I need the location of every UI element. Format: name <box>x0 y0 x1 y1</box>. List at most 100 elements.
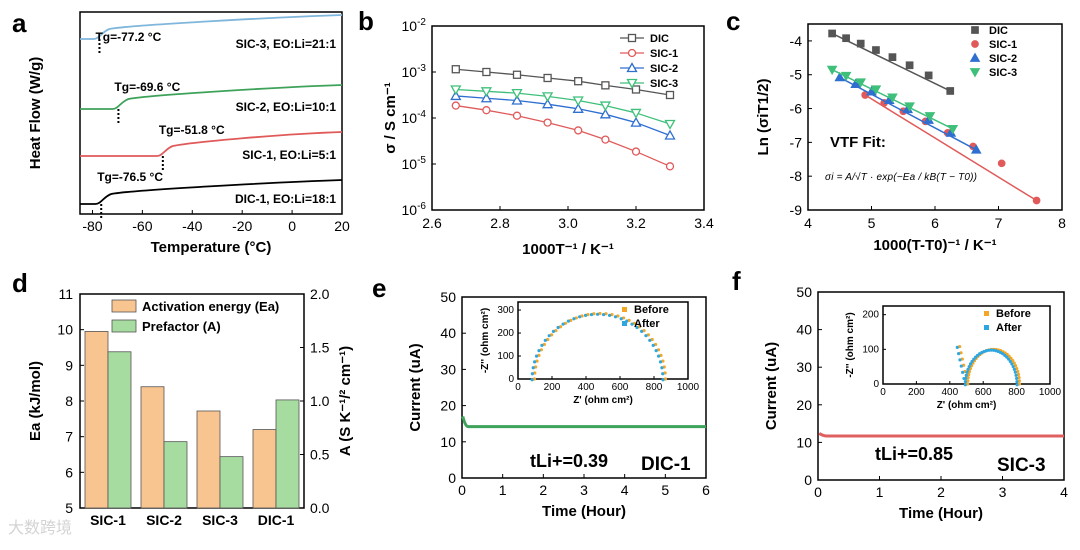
inset-point-before <box>1016 372 1021 377</box>
y-tick-label: 50 <box>796 284 812 300</box>
legend-label: SIC-3 <box>989 67 1017 79</box>
legend-swatch <box>111 319 137 333</box>
inset-point-before <box>650 337 654 342</box>
data-point <box>541 92 554 103</box>
inset-point-after <box>658 360 663 364</box>
y-tick-label: 50 <box>440 289 456 305</box>
y-tick-label-right: 0.5 <box>310 447 330 463</box>
inset-point-before <box>959 351 963 355</box>
inset-x-tick-label: 1000 <box>1039 387 1062 398</box>
tick-exp: -2 <box>417 17 426 28</box>
legend-label: Prefactor (A) <box>142 319 221 334</box>
fit-line <box>839 76 977 151</box>
inset-point-after <box>566 319 570 323</box>
data-point <box>480 92 493 103</box>
inset-y-tick-label: 200 <box>862 310 879 321</box>
inset-point-before <box>958 344 962 349</box>
data-point <box>543 118 552 127</box>
series-label: SIC-3, EO:Li=21:1 <box>236 37 337 51</box>
data-point <box>904 102 915 112</box>
vtf-formula: σi = A/√T · exp(−Ea / kB(T − T0)) <box>825 171 977 183</box>
inset-legend-label: Before <box>634 304 669 316</box>
current-trace <box>461 416 706 429</box>
data-point <box>842 34 850 43</box>
inset-point-before <box>1007 354 1011 358</box>
inset-point-after <box>635 325 639 330</box>
data-point <box>850 78 861 89</box>
y-tick-label: 10-4 <box>402 109 427 126</box>
sample-label: DIC-1 <box>641 454 691 475</box>
y-tick-label-left: 10 <box>57 322 73 338</box>
dsc-curve <box>80 14 343 40</box>
y-axis-title: Current (uA) <box>763 342 780 430</box>
fit-line <box>831 32 951 92</box>
inset-y-tick-label: 100 <box>862 344 879 355</box>
inset-point-after <box>660 366 664 370</box>
y-axis-title: σ / S cm⁻¹ <box>382 82 399 154</box>
y-tick-label: -7 <box>790 134 803 150</box>
tick-exp: -6 <box>417 201 426 212</box>
y-tick-label-left: 9 <box>65 357 73 373</box>
y-axis-title-left: Ea (kJ/mol) <box>27 361 44 441</box>
legend-label: Activation energy (Ea) <box>142 299 279 314</box>
inset-x-tick-label: 400 <box>578 382 595 393</box>
y-tick-label-right: 1.0 <box>310 393 330 409</box>
x-tick-label: 20 <box>334 218 350 234</box>
inset-point-before <box>1016 369 1020 374</box>
series-label: SIC-1, EO:Li=5:1 <box>242 148 336 162</box>
data-point <box>870 85 882 95</box>
inset-point-after <box>648 338 652 342</box>
x-tick-label: 3.2 <box>626 215 646 231</box>
y-tick-label: 10 <box>796 434 812 450</box>
data-point <box>451 101 460 110</box>
category-label: SIC-1 <box>90 512 126 528</box>
data-point <box>866 86 877 96</box>
x-tick-label: 3 <box>580 482 588 498</box>
inset-point-after <box>561 322 565 326</box>
y-tick-label-right: 2.0 <box>310 286 330 302</box>
inset-point-after <box>1015 376 1019 381</box>
inset-point-after <box>619 317 623 321</box>
inset-point-after <box>613 315 618 319</box>
data-point <box>969 52 981 62</box>
inset-x-title: Z' (ohm cm²) <box>937 400 997 411</box>
data-point <box>630 108 642 119</box>
inset-point-before <box>627 318 631 322</box>
data-point <box>664 119 676 130</box>
inset-point-before <box>960 357 964 361</box>
legend-label: SIC-2 <box>650 63 678 75</box>
data-point <box>905 61 914 70</box>
inset-point-before <box>598 311 602 316</box>
x-tick-label: 7 <box>995 215 1003 231</box>
inset-point-after <box>1014 373 1018 377</box>
bar-activation-energy <box>196 410 221 509</box>
y-axis-title-right: A (S K⁻¹/² cm⁻¹) <box>337 346 354 456</box>
y-tick-label: 0 <box>448 470 456 486</box>
inset-point-after <box>964 373 968 377</box>
dsc-curve <box>80 84 343 110</box>
legend-label: SIC-3 <box>650 78 678 90</box>
y-tick-label-left: 8 <box>65 393 73 409</box>
inset-legend-swatch <box>622 321 627 326</box>
y-tick-label: 10-5 <box>402 155 427 172</box>
data-point <box>971 26 979 34</box>
inset-point-after <box>530 372 534 376</box>
inset-point-before <box>542 342 546 347</box>
y-tick-label: 20 <box>796 397 812 413</box>
transference-label: tLi+=0.85 <box>875 444 953 464</box>
inset-point-after <box>654 349 658 353</box>
data-point <box>888 53 897 61</box>
data-point <box>541 98 554 109</box>
inset-point-after <box>595 312 600 316</box>
data-point <box>631 85 641 94</box>
inset-y-tick-label: 100 <box>497 351 514 362</box>
vtf-title: VTF Fit: <box>830 134 886 151</box>
data-point <box>970 144 982 154</box>
y-tick-label: -8 <box>790 168 803 184</box>
data-point <box>946 87 955 95</box>
inset-point-before <box>653 342 658 347</box>
tg-label: Tg=-69.6 °C <box>114 80 180 94</box>
panel-letter-a: a <box>12 8 27 38</box>
y-tick-label: 10-6 <box>402 201 427 218</box>
inset-point-after <box>530 378 534 382</box>
